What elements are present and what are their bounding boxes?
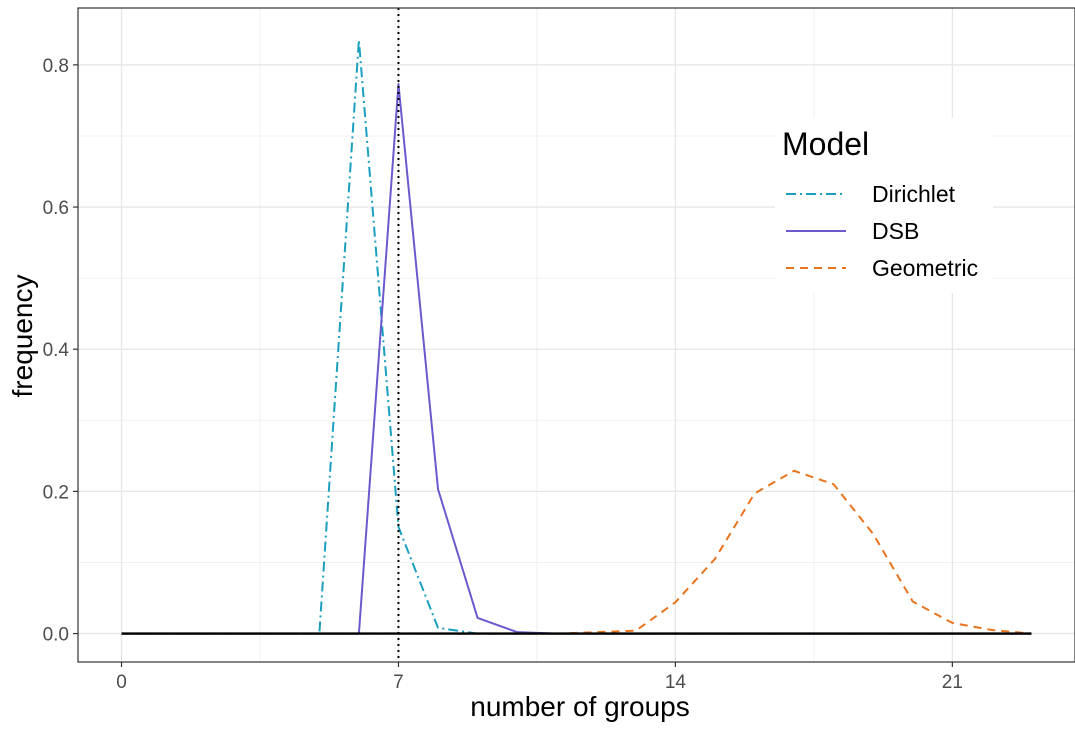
plot-background <box>78 8 1075 662</box>
x-tick-label: 14 <box>665 672 687 693</box>
y-axis-ticks: 0.0 0.2 0.4 0.6 0.8 <box>43 56 78 646</box>
legend-label-dsb: DSB <box>872 218 919 244</box>
legend: Model Dirichlet DSB Geometric <box>775 118 993 293</box>
legend-title: Model <box>782 126 869 162</box>
y-tick-label: 0.4 <box>43 340 70 361</box>
x-axis-title: number of groups <box>470 691 689 722</box>
minor-gridlines <box>78 8 1075 662</box>
legend-label-dirichlet: Dirichlet <box>872 181 956 207</box>
x-axis-ticks: 0 7 14 21 <box>116 662 963 693</box>
y-axis-title: frequency <box>7 275 38 398</box>
x-tick-label: 0 <box>116 672 127 693</box>
x-tick-label: 21 <box>942 672 963 693</box>
plot-border <box>77 7 1075 663</box>
x-tick-label: 7 <box>393 672 404 693</box>
y-tick-label: 0.6 <box>43 198 69 219</box>
legend-label-geometric: Geometric <box>872 255 978 281</box>
y-tick-label: 0.8 <box>43 56 69 77</box>
y-tick-label: 0.2 <box>43 482 69 503</box>
y-tick-label: 0.0 <box>43 625 69 646</box>
legend-items: Dirichlet DSB Geometric <box>786 181 978 281</box>
legend-background <box>775 118 993 293</box>
